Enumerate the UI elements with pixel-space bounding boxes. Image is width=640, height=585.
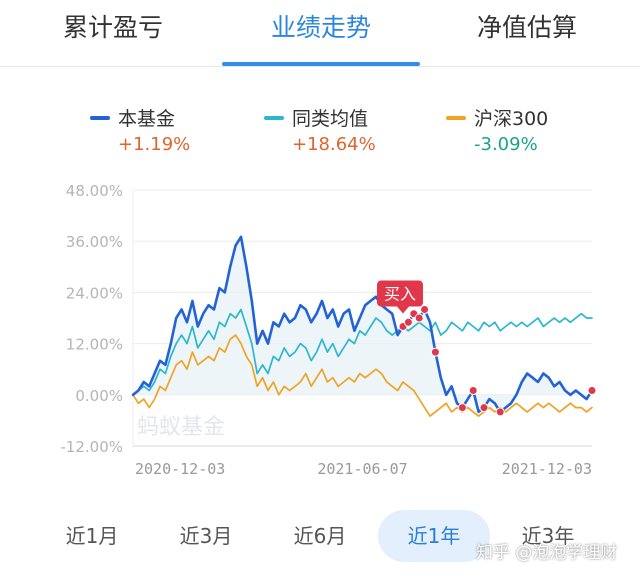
buy-marker-label[interactable]: 买入 <box>377 280 423 314</box>
chart-watermark: 蚂蚁基金 <box>137 415 225 440</box>
buy-point-marker <box>430 347 440 357</box>
y-tick-label: -12.00% <box>60 438 123 456</box>
range-tab-3m[interactable]: 近3月 <box>179 524 233 548</box>
tab-cumulative-profit[interactable]: 累计盈亏 <box>62 13 163 42</box>
buy-point-marker <box>420 304 430 314</box>
x-tick-label: 2021-12-03 <box>502 460 592 478</box>
legend-value-this-fund: +1.19% <box>118 134 191 155</box>
csi300-line <box>132 334 593 417</box>
range-tab-6m[interactable]: 近6月 <box>293 524 347 548</box>
buy-marker-pointer <box>397 306 409 314</box>
active-tab-indicator <box>222 62 420 66</box>
tab-performance-trend[interactable]: 业绩走势 <box>270 13 371 42</box>
y-tick-label: 48.00% <box>66 182 123 200</box>
legend-value-category-average: +18.64% <box>292 134 376 155</box>
buy-point-marker <box>414 313 424 323</box>
range-tab-3y[interactable]: 近3年 <box>521 524 575 548</box>
legend-swatch-this-fund <box>90 115 110 120</box>
legend-swatch-csi300 <box>446 115 466 120</box>
legend-label-csi300: 沪深300 <box>474 108 549 130</box>
buy-point-marker <box>403 317 413 327</box>
tab-divider <box>0 66 640 67</box>
legend-label-this-fund: 本基金 <box>118 108 176 130</box>
y-tick-label: 24.00% <box>66 284 123 302</box>
legend-value-csi300: -3.09% <box>474 134 538 155</box>
range-tab-1m[interactable]: 近1月 <box>65 524 119 548</box>
x-tick-label: 2020-12-03 <box>135 460 225 478</box>
legend-label-category-average: 同类均值 <box>292 108 369 130</box>
buy-marker-text: 买入 <box>384 285 416 304</box>
legend-csi300[interactable]: 沪深300 -3.09% <box>446 104 636 155</box>
buy-marker-bg <box>377 280 423 307</box>
legend-category-average[interactable]: 同类均值 +18.64% <box>264 104 454 155</box>
y-tick-label: 36.00% <box>66 233 123 251</box>
tab-bar: 累计盈亏 业绩走势 净值估算 <box>0 0 640 66</box>
tab-nav-estimate[interactable]: 净值估算 <box>476 13 577 42</box>
legend-swatch-category-average <box>264 115 284 120</box>
category-average-line <box>132 308 593 396</box>
buy-point-marker <box>479 403 489 413</box>
legend-this-fund[interactable]: 本基金 +1.19% <box>90 104 280 155</box>
y-tick-label: 12.00% <box>66 336 123 354</box>
zhihu-watermark: 知乎 @泡泡学理财 <box>476 543 618 563</box>
buy-point-marker <box>495 407 505 417</box>
buy-point-marker <box>587 386 597 396</box>
x-tick-label: 2021-06-07 <box>317 460 407 478</box>
buy-point-marker <box>457 403 467 413</box>
performance-chart[interactable]: 48.00% 36.00% 24.00% 12.00% 0.00% -12.00% 2020… <box>0 170 640 495</box>
range-tab-1y[interactable]: 近1年 <box>378 510 490 562</box>
y-tick-label: 0.00% <box>75 387 123 405</box>
buy-point-marker <box>468 386 478 396</box>
fund-line <box>131 235 594 414</box>
